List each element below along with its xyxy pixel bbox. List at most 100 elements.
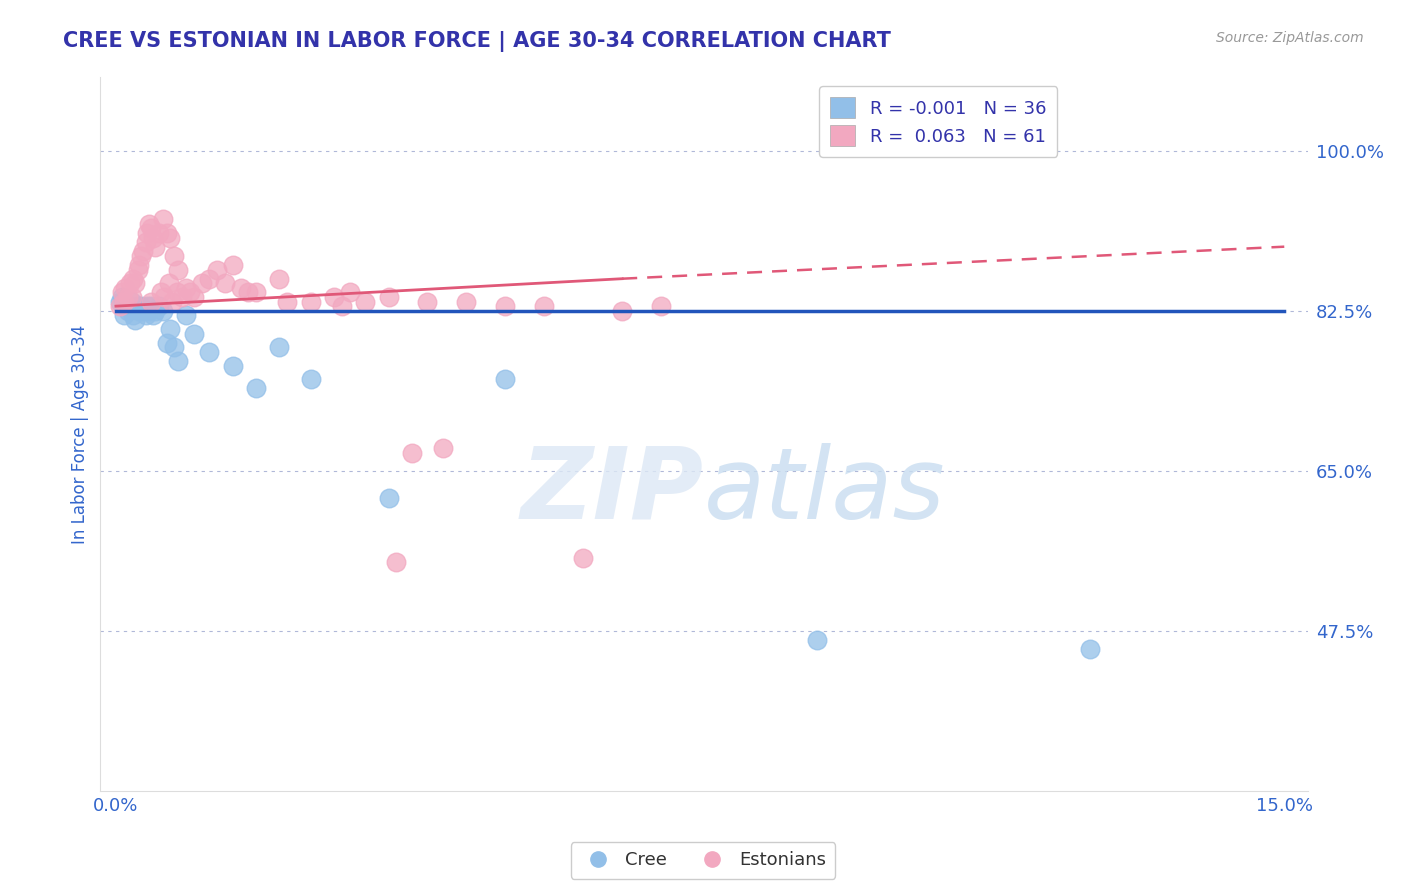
Point <box>118 277 141 291</box>
Point <box>323 290 346 304</box>
Point <box>143 240 166 254</box>
Point <box>416 294 439 309</box>
Point <box>111 285 134 300</box>
Text: ZIP: ZIP <box>522 442 704 540</box>
Point <box>174 281 197 295</box>
Point <box>148 226 170 240</box>
Point <box>121 294 143 309</box>
Point <box>127 262 149 277</box>
Point <box>245 382 267 396</box>
Point <box>179 285 201 300</box>
Point <box>159 230 181 244</box>
Point <box>163 340 186 354</box>
Legend: Cree, Estonians: Cree, Estonians <box>571 842 835 879</box>
Point <box>108 299 131 313</box>
Point <box>183 290 205 304</box>
Point <box>114 299 136 313</box>
Point <box>132 244 155 259</box>
Point <box>135 308 157 322</box>
Point <box>112 308 135 322</box>
Point <box>148 299 170 313</box>
Point <box>152 303 174 318</box>
Point <box>229 281 252 295</box>
Point <box>174 308 197 322</box>
Point <box>167 262 190 277</box>
Point <box>190 277 212 291</box>
Point <box>138 303 160 318</box>
Point <box>163 249 186 263</box>
Point <box>172 290 194 304</box>
Point <box>385 555 408 569</box>
Point <box>494 299 516 313</box>
Point <box>494 372 516 386</box>
Point <box>117 303 139 318</box>
Point <box>136 299 159 313</box>
Point <box>153 290 176 304</box>
Point <box>128 303 150 318</box>
Point <box>139 294 162 309</box>
Point <box>238 285 260 300</box>
Point <box>299 294 322 309</box>
Point <box>354 294 377 309</box>
Point <box>377 491 399 506</box>
Point <box>111 290 134 304</box>
Point <box>222 258 245 272</box>
Y-axis label: In Labor Force | Age 30-34: In Labor Force | Age 30-34 <box>72 325 89 544</box>
Point <box>129 299 152 313</box>
Point <box>157 277 180 291</box>
Point <box>118 299 141 313</box>
Point <box>152 212 174 227</box>
Point <box>330 299 353 313</box>
Point <box>214 277 236 291</box>
Point <box>124 313 146 327</box>
Point <box>572 550 595 565</box>
Point <box>160 294 183 309</box>
Point <box>269 271 291 285</box>
Point <box>127 299 149 313</box>
Point <box>150 285 173 300</box>
Point <box>183 326 205 341</box>
Point <box>456 294 478 309</box>
Point <box>122 308 145 322</box>
Point <box>612 303 634 318</box>
Point <box>533 299 555 313</box>
Point <box>276 294 298 309</box>
Point <box>198 344 221 359</box>
Point <box>806 633 828 648</box>
Point <box>377 290 399 304</box>
Point <box>114 281 136 295</box>
Point <box>167 354 190 368</box>
Point <box>432 441 454 455</box>
Point <box>129 249 152 263</box>
Point <box>245 285 267 300</box>
Point <box>299 372 322 386</box>
Point <box>139 299 162 313</box>
Point <box>155 226 177 240</box>
Point <box>142 308 165 322</box>
Point <box>135 235 157 249</box>
Point <box>142 230 165 244</box>
Point <box>138 217 160 231</box>
Point <box>122 271 145 285</box>
Point <box>401 445 423 459</box>
Point <box>143 303 166 318</box>
Text: CREE VS ESTONIAN IN LABOR FORCE | AGE 30-34 CORRELATION CHART: CREE VS ESTONIAN IN LABOR FORCE | AGE 30… <box>63 31 891 53</box>
Point <box>166 285 188 300</box>
Point <box>198 271 221 285</box>
Point <box>132 303 155 318</box>
Point <box>159 322 181 336</box>
Point <box>128 258 150 272</box>
Point <box>155 335 177 350</box>
Point <box>124 277 146 291</box>
Point <box>108 294 131 309</box>
Point <box>650 299 672 313</box>
Legend: R = -0.001   N = 36, R =  0.063   N = 61: R = -0.001 N = 36, R = 0.063 N = 61 <box>820 87 1057 157</box>
Point <box>112 294 135 309</box>
Point <box>269 340 291 354</box>
Point <box>121 290 143 304</box>
Point <box>1078 642 1101 657</box>
Point <box>205 262 228 277</box>
Point <box>222 359 245 373</box>
Text: Source: ZipAtlas.com: Source: ZipAtlas.com <box>1216 31 1364 45</box>
Point <box>136 226 159 240</box>
